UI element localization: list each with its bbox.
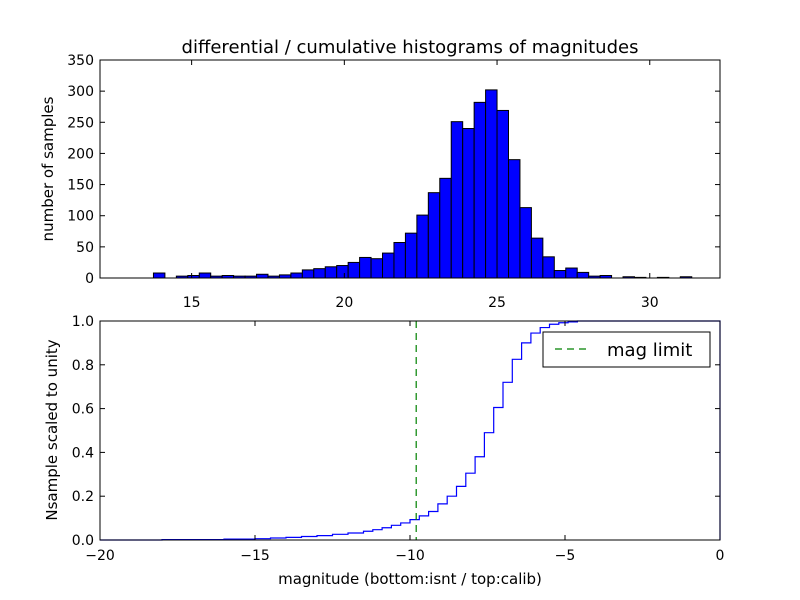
histogram-bar (152, 272, 166, 279)
histogram-bar (462, 128, 475, 279)
histogram-bar (382, 252, 395, 279)
x-tick-label: −20 (85, 548, 115, 564)
histogram-bar (496, 109, 509, 279)
histogram-bar (393, 241, 406, 279)
histogram-bar (336, 265, 349, 279)
histogram-bar (301, 269, 315, 279)
histogram-bar (519, 207, 532, 279)
histogram-bar (542, 256, 555, 279)
histogram-bar (359, 256, 372, 279)
legend-label: mag limit (607, 340, 692, 361)
y-tick-label: 0 (85, 271, 94, 287)
y-tick-label: 150 (67, 178, 94, 194)
x-tick-label: −15 (240, 548, 270, 564)
histogram-bar (427, 192, 441, 279)
histogram-bar (290, 272, 303, 279)
top-y-axis: 0 50 100 150 200 250 300 350 (67, 53, 720, 287)
histogram-bar (485, 89, 498, 279)
bottom-y-axis: 0.0 0.2 0.4 0.6 0.8 1.0 (72, 314, 720, 549)
x-tick-label: 20 (335, 295, 353, 311)
histogram-bar (450, 121, 464, 279)
histogram-bars (152, 89, 693, 279)
histogram-bar (439, 177, 452, 279)
bottom-cumulative-panel: −20 −15 −10 −5 0 0.0 0.2 0.4 0.6 0.8 1.0 magnitud… (43, 314, 724, 588)
histogram-bar (553, 270, 567, 279)
y-tick-label: 200 (67, 146, 94, 162)
x-tick-label: 15 (183, 295, 201, 311)
histogram-bar (473, 101, 487, 279)
y-tick-label: 0.2 (72, 489, 94, 505)
histogram-bar (370, 258, 384, 279)
top-x-axis: 15 20 25 30 (183, 60, 659, 311)
y-tick-label: 350 (67, 53, 94, 69)
y-tick-label: 0.0 (72, 533, 94, 549)
y-tick-label: 1.0 (72, 314, 94, 330)
y-tick-label: 0.4 (72, 445, 94, 461)
top-y-axis-label: number of samples (39, 96, 57, 241)
x-tick-label: −5 (555, 548, 576, 564)
legend: mag limit (542, 331, 711, 368)
x-tick-label: 0 (716, 548, 725, 564)
y-tick-label: 250 (67, 115, 94, 131)
histogram-bar (404, 232, 418, 279)
y-tick-label: 50 (76, 240, 94, 256)
histogram-bar (198, 272, 212, 279)
histogram-bar (256, 273, 269, 279)
x-tick-label: −10 (395, 548, 425, 564)
top-histogram-panel: differential / cumulative histograms of … (39, 37, 721, 311)
histogram-bar (347, 261, 361, 279)
histogram-bar (313, 268, 326, 279)
y-tick-label: 100 (67, 209, 94, 225)
bottom-x-axis: −20 −15 −10 −5 0 (85, 321, 724, 564)
bottom-y-axis-label: Nsample scaled to unity (43, 339, 61, 520)
histogram-bar (576, 271, 590, 279)
chart-title: differential / cumulative histograms of … (182, 37, 639, 58)
top-axes-frame (99, 59, 721, 279)
histogram-bar (507, 159, 521, 279)
histogram-bar (416, 214, 429, 279)
cumulative-step-line (100, 320, 721, 541)
y-tick-label: 0.6 (72, 402, 94, 418)
histogram-bar (565, 267, 578, 279)
y-tick-label: 300 (67, 84, 94, 100)
x-tick-label: 30 (641, 295, 659, 311)
bottom-x-axis-label: magnitude (bottom:isnt / top:calib) (278, 570, 542, 588)
histogram-bar (324, 266, 338, 279)
histogram-bar (530, 237, 544, 279)
y-tick-label: 0.8 (72, 358, 94, 374)
x-tick-label: 25 (488, 295, 506, 311)
